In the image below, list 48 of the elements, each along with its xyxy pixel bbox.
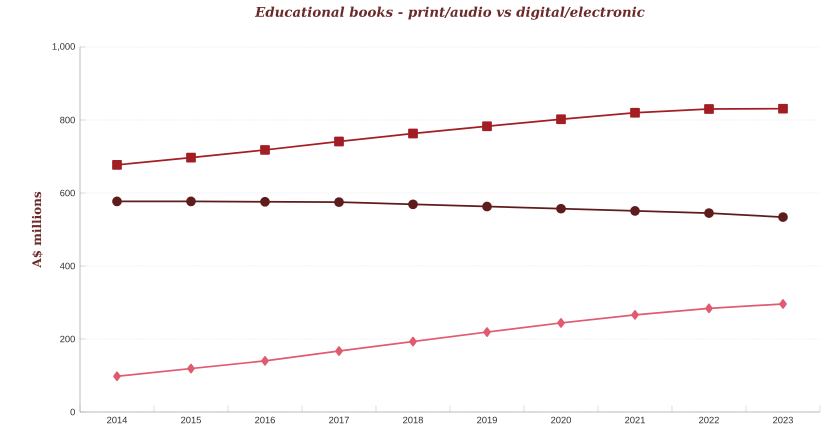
y-axis-title: A$ millions bbox=[32, 192, 43, 268]
point bbox=[409, 336, 417, 346]
point bbox=[704, 104, 714, 114]
x-tick-label: 2023 bbox=[773, 416, 793, 424]
y-tick-label: 600 bbox=[60, 190, 75, 196]
point bbox=[705, 303, 713, 314]
point bbox=[630, 108, 640, 118]
point bbox=[334, 136, 344, 146]
point bbox=[260, 196, 270, 207]
y-tick-label: 1,000 bbox=[52, 43, 75, 51]
x-tick-label: 2017 bbox=[329, 416, 349, 424]
point bbox=[113, 371, 121, 382]
point bbox=[630, 206, 640, 216]
point bbox=[556, 204, 566, 214]
point bbox=[335, 346, 343, 356]
x-tick-label: 2019 bbox=[477, 416, 497, 424]
y-tick-label: 200 bbox=[60, 336, 75, 342]
y-tick-label: 400 bbox=[60, 262, 75, 270]
point bbox=[631, 310, 639, 320]
point bbox=[186, 196, 196, 206]
point bbox=[556, 114, 566, 124]
y-tick-label: 0 bbox=[70, 408, 75, 416]
x-tick-label: 2016 bbox=[255, 416, 275, 424]
point bbox=[483, 327, 491, 337]
x-tick-label: 2022 bbox=[699, 416, 719, 424]
point bbox=[408, 199, 418, 210]
x-tick-label: 2021 bbox=[625, 416, 645, 424]
point bbox=[779, 299, 787, 309]
point bbox=[334, 197, 344, 207]
point bbox=[260, 145, 270, 155]
point bbox=[704, 208, 714, 218]
chart-title: Educational books - print/audio vs digital/electronic bbox=[254, 6, 645, 20]
y-tick-label: 800 bbox=[60, 116, 75, 124]
point bbox=[187, 364, 195, 374]
point bbox=[557, 318, 565, 328]
x-tick-label: 2020 bbox=[551, 416, 572, 424]
x-tick-label: 2014 bbox=[107, 416, 128, 424]
point bbox=[112, 196, 122, 206]
point bbox=[778, 104, 788, 114]
point bbox=[482, 121, 492, 132]
point bbox=[112, 160, 122, 170]
point bbox=[261, 356, 269, 366]
x-tick-label: 2015 bbox=[181, 416, 201, 424]
point bbox=[408, 128, 418, 138]
x-tick-label: 2018 bbox=[403, 416, 423, 424]
point bbox=[186, 152, 196, 162]
point bbox=[778, 212, 788, 222]
point bbox=[482, 202, 492, 212]
